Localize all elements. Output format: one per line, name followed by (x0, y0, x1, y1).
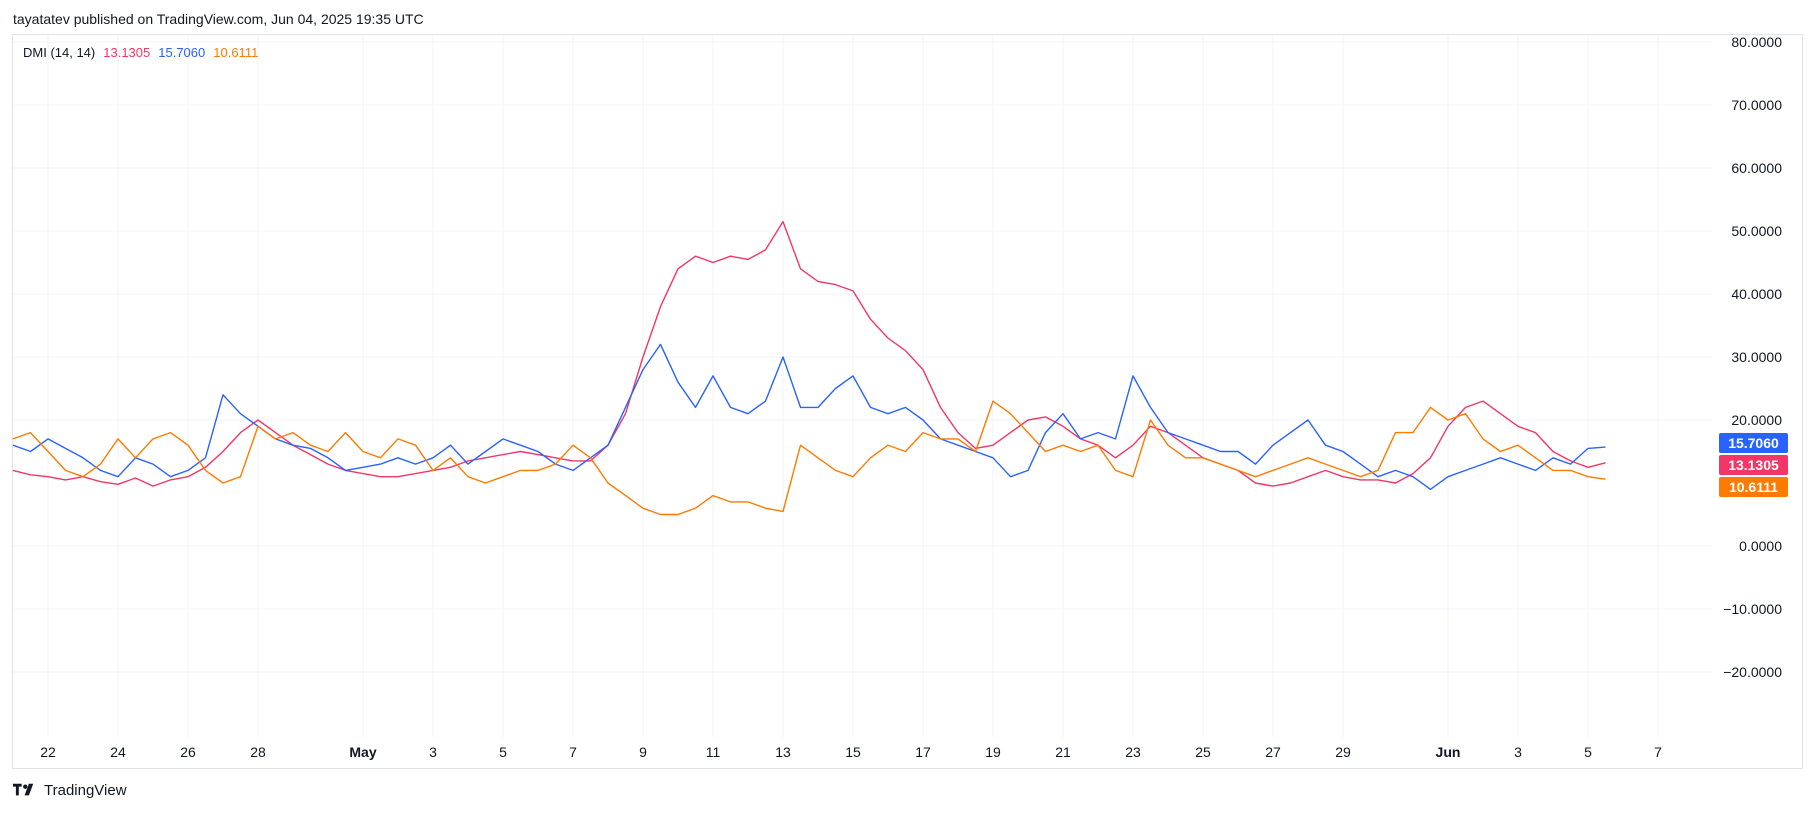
price-label-text: 13.1305 (1728, 457, 1779, 473)
tradingview-logo-icon (13, 783, 34, 795)
x-tick-label: 19 (985, 744, 1001, 760)
indicator-legend[interactable]: DMI (14, 14) 13.1305 15.7060 10.6111 (23, 45, 258, 60)
series-line-adx (12, 220, 1606, 487)
y-tick-label: 40.0000 (1731, 286, 1782, 302)
price-label-text: 15.7060 (1728, 435, 1779, 451)
grid-layer (13, 35, 1712, 737)
x-tick-label: May (349, 744, 376, 760)
legend-indicator-name: DMI (14, 14) (23, 45, 96, 60)
y-tick-label: −10.0000 (1723, 601, 1782, 617)
x-tick-label: 21 (1055, 744, 1071, 760)
y-tick-label: 50.0000 (1731, 223, 1782, 239)
x-tick-label: 3 (429, 744, 437, 760)
y-axis: 80.0000 70.0000 60.0000 50.0000 40.0000 30.00… (1723, 34, 1782, 680)
footer-brand-text: TradingView (44, 782, 127, 799)
y-tick-label: 30.0000 (1731, 349, 1782, 365)
x-tick-label: 5 (499, 744, 507, 760)
footer-branding[interactable]: TradingView (13, 782, 127, 799)
x-tick-label: 23 (1125, 744, 1141, 760)
y-tick-label: 20.0000 (1731, 412, 1782, 428)
x-tick-label: 9 (639, 744, 647, 760)
y-tick-label: 80.0000 (1731, 34, 1782, 50)
x-tick-label: 28 (250, 744, 266, 760)
y-tick-label: −20.0000 (1723, 664, 1782, 680)
legend-value-adx: 13.1305 (103, 45, 151, 60)
x-axis: 22 24 26 28 May 3 5 7 9 11 13 15 17 19 21 23 25 27 29 Jun 3 5… (40, 744, 1662, 760)
x-tick-label: 7 (1654, 744, 1662, 760)
x-tick-label: 29 (1335, 744, 1351, 760)
series-layer (12, 220, 1606, 516)
series-line-plus_di (12, 343, 1606, 490)
x-tick-label: Jun (1436, 744, 1461, 760)
x-tick-label: 25 (1195, 744, 1211, 760)
x-tick-label: 3 (1514, 744, 1522, 760)
x-tick-label: 15 (845, 744, 861, 760)
publisher-header: tayatatev published on TradingView.com, … (13, 11, 424, 27)
price-label-text: 10.6111 (1729, 479, 1778, 495)
price-label-badge (1719, 433, 1788, 453)
legend-value-minus-di: 10.6111 (213, 45, 259, 60)
x-tick-label: 11 (706, 744, 721, 760)
x-tick-label: 26 (180, 744, 196, 760)
legend-value-plus-di: 15.7060 (158, 45, 206, 60)
chart-frame[interactable] (12, 34, 1803, 769)
x-tick-label: 24 (110, 744, 126, 760)
y-tick-label: 70.0000 (1731, 97, 1782, 113)
x-tick-label: 13 (775, 744, 791, 760)
x-tick-label: 27 (1265, 744, 1281, 760)
x-tick-label: 7 (569, 744, 577, 760)
x-tick-label: 5 (1584, 744, 1592, 760)
y-tick-label: 60.0000 (1731, 160, 1782, 176)
y-tick-label: 0.0000 (1739, 538, 1782, 554)
x-tick-label: 22 (40, 744, 56, 760)
price-label-badge (1719, 455, 1788, 475)
price-labels: 15.7060 13.1305 10.6111 (1719, 433, 1788, 497)
price-label-badge (1719, 477, 1788, 497)
series-line-minus_di (12, 400, 1606, 516)
x-tick-label: 17 (915, 744, 931, 760)
